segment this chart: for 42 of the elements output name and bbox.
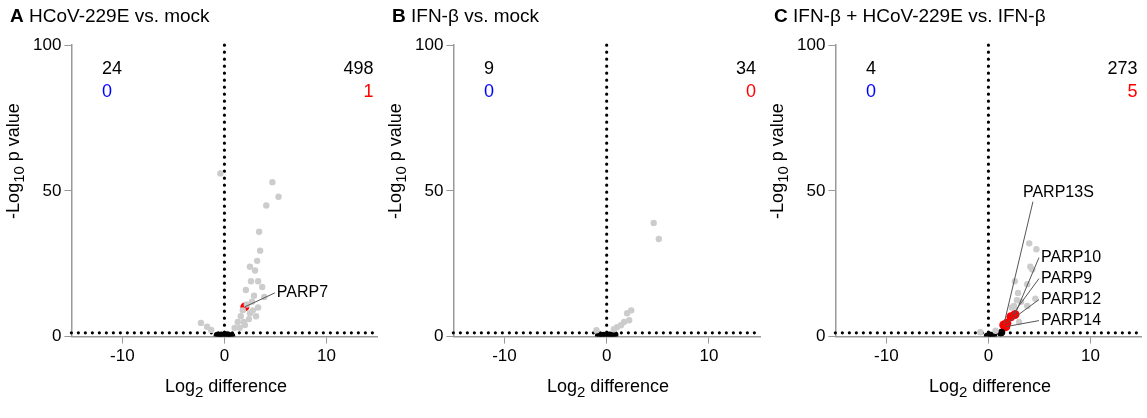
x-axis-title: Log$_{2}$ difference [163, 376, 289, 400]
annotation: PARP14 [1040, 311, 1102, 329]
x-tick-label: -10 [110, 346, 135, 366]
x-tick-label: 10 [317, 346, 336, 366]
x-tick-label: 0 [601, 346, 612, 366]
annotation: 24 [101, 58, 123, 79]
annotation: 0 [865, 81, 876, 102]
annotation: 5 [1127, 81, 1138, 102]
chart-title: B IFN-β vs. mock [391, 4, 541, 28]
y-tick-label: 50 [806, 180, 826, 200]
chart-title: A HCoV-229E vs. mock [9, 4, 211, 28]
annotation: 9 [484, 58, 495, 79]
annotation: PARP9 [1040, 269, 1093, 287]
y-tick-label: 0 [815, 326, 826, 346]
annotation: PARP13S [1022, 183, 1094, 201]
x-tick-label: -10 [874, 346, 899, 366]
x-tick-label: 0 [983, 346, 994, 366]
y-tick-label: 50 [42, 180, 62, 200]
x-tick-label: 10 [699, 346, 719, 366]
y-tick-label: 0 [433, 326, 444, 346]
x-axis-title: Log$_{2}$ difference [927, 376, 1053, 400]
y-tick-label: 100 [32, 34, 62, 54]
y-tick-label: 100 [414, 34, 444, 54]
annotation: 34 [735, 58, 756, 79]
annotation: PARP10 [1040, 248, 1102, 266]
annotation: PARP7 [276, 283, 329, 301]
annotation: 1 [363, 81, 374, 102]
annotation: 498 [343, 58, 374, 79]
chart-title: C IFN-β + HCoV-229E vs. IFN-β [773, 4, 1047, 28]
x-tick-label: 0 [219, 346, 230, 366]
y-tick-label: 50 [424, 180, 444, 200]
y-tick-label: 0 [51, 326, 62, 346]
x-tick-label: -10 [492, 346, 517, 366]
x-tick-label: 10 [1081, 346, 1100, 366]
annotation: 0 [101, 81, 112, 102]
annotation: 0 [745, 81, 756, 102]
x-axis-title: Log$_{2}$ difference [545, 376, 671, 400]
annotation: PARP12 [1040, 290, 1102, 308]
annotation: 0 [484, 81, 495, 102]
annotation: 4 [865, 58, 876, 79]
y-tick-label: 100 [796, 34, 826, 54]
annotation: 273 [1107, 58, 1138, 79]
